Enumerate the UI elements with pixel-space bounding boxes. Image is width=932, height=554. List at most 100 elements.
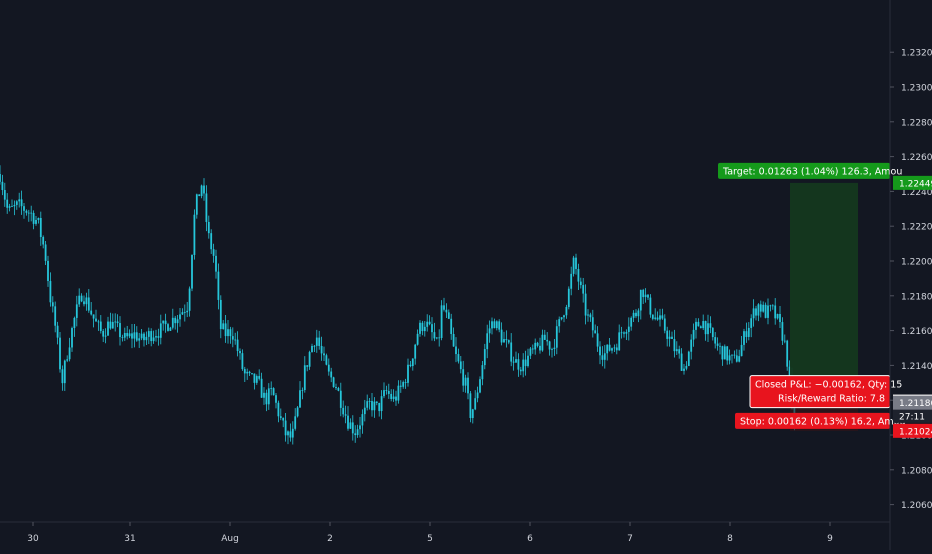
candle-body	[239, 350, 241, 354]
price-tick-label: 1.20800	[901, 466, 932, 476]
candle-body	[6, 199, 9, 208]
candle-body	[277, 402, 280, 417]
candle-body	[395, 396, 397, 401]
position-tool[interactable]: Target: 0.01263 (1.04%) 126.3, Amou Close…	[718, 162, 906, 431]
candle-body	[373, 401, 376, 411]
candle-body	[728, 355, 731, 361]
candle-body	[690, 339, 693, 352]
candle-body	[755, 308, 757, 316]
candle-body	[140, 333, 143, 339]
candle-body	[704, 321, 707, 335]
candle-body	[582, 285, 585, 294]
candle-body	[205, 193, 208, 222]
candle-body	[251, 373, 253, 374]
candle-body	[599, 346, 601, 356]
candle-body	[243, 369, 246, 374]
price-tags: 1.224491.2119227:111.211861.21024	[893, 175, 932, 438]
target-zone[interactable]	[790, 182, 858, 403]
candle-body	[272, 388, 275, 396]
candle-body	[450, 318, 453, 334]
candle-body	[615, 347, 618, 351]
candle-body	[318, 337, 321, 346]
candle-body	[397, 385, 400, 401]
candle-body	[579, 281, 582, 286]
candle-body	[183, 312, 186, 314]
candle-body	[375, 401, 378, 403]
candle-body	[351, 422, 354, 434]
candle-body	[311, 345, 313, 353]
candle-body	[378, 402, 381, 412]
candle-body	[493, 321, 496, 329]
candle-body	[222, 323, 225, 330]
candle-body	[47, 260, 49, 282]
candle-body	[507, 340, 510, 343]
candle-body	[476, 392, 479, 399]
candle-body	[505, 339, 508, 341]
price-tick-label: 1.22000	[901, 258, 932, 268]
candle-body	[116, 321, 119, 324]
stop-label-box[interactable]	[735, 412, 890, 429]
candle-body	[18, 199, 21, 202]
target-label-box[interactable]	[718, 162, 890, 179]
candle-body	[402, 382, 405, 387]
candle-body	[359, 425, 361, 430]
candle-body	[231, 336, 234, 340]
candle-body	[587, 314, 589, 316]
candle-body	[452, 333, 455, 347]
candle-body	[354, 433, 357, 436]
candle-body	[481, 365, 484, 380]
candle-body	[248, 371, 251, 374]
time-axis[interactable]: 30 31 Aug 2 5 6 7 8 9	[27, 522, 833, 544]
candle-body	[167, 324, 169, 331]
candle-body	[20, 199, 23, 207]
candle-body	[234, 339, 237, 341]
candle-body	[416, 333, 419, 345]
candle-body	[675, 349, 678, 352]
candle-body	[176, 319, 179, 324]
candle-body	[534, 342, 537, 350]
candle-body	[673, 339, 676, 352]
candle-body	[747, 327, 750, 337]
closed-pnl-label: Closed P&L: −0.00162, Qty: 15	[755, 380, 902, 391]
candle-body	[387, 390, 390, 394]
candle-body	[313, 345, 316, 347]
candle-body	[126, 332, 129, 337]
candle-body	[109, 321, 112, 329]
candle-body	[474, 398, 477, 410]
candle-body	[711, 327, 714, 338]
candle-body	[44, 244, 47, 261]
candle-body	[488, 328, 491, 334]
candle-body	[32, 212, 35, 224]
candle-body	[510, 342, 513, 362]
candle-body	[438, 337, 441, 339]
candle-body	[51, 302, 54, 307]
candle-body	[426, 321, 429, 327]
candle-body	[594, 330, 597, 334]
candle-body	[111, 322, 114, 329]
candle-body	[330, 371, 333, 378]
candle-body	[635, 312, 637, 317]
candle-body	[97, 321, 100, 323]
candle-body	[371, 401, 373, 411]
candle-body	[188, 288, 191, 311]
candle-body	[462, 369, 465, 386]
candle-body	[78, 295, 81, 305]
candle-body	[80, 295, 83, 302]
candle-body	[606, 344, 609, 354]
candle-body	[335, 386, 337, 389]
candle-body	[503, 339, 505, 343]
candle-body	[90, 310, 93, 315]
candle-body	[767, 305, 769, 318]
candle-body	[267, 388, 270, 405]
candle-body	[522, 359, 525, 372]
candle-body	[740, 344, 743, 357]
candle-body	[83, 301, 85, 305]
candle-body	[541, 334, 544, 351]
candle-body	[135, 332, 138, 341]
candle-body	[500, 329, 503, 343]
price-tag-box	[893, 423, 932, 438]
time-tick-label: 5	[427, 534, 433, 544]
time-tick-label: Aug	[221, 534, 239, 544]
